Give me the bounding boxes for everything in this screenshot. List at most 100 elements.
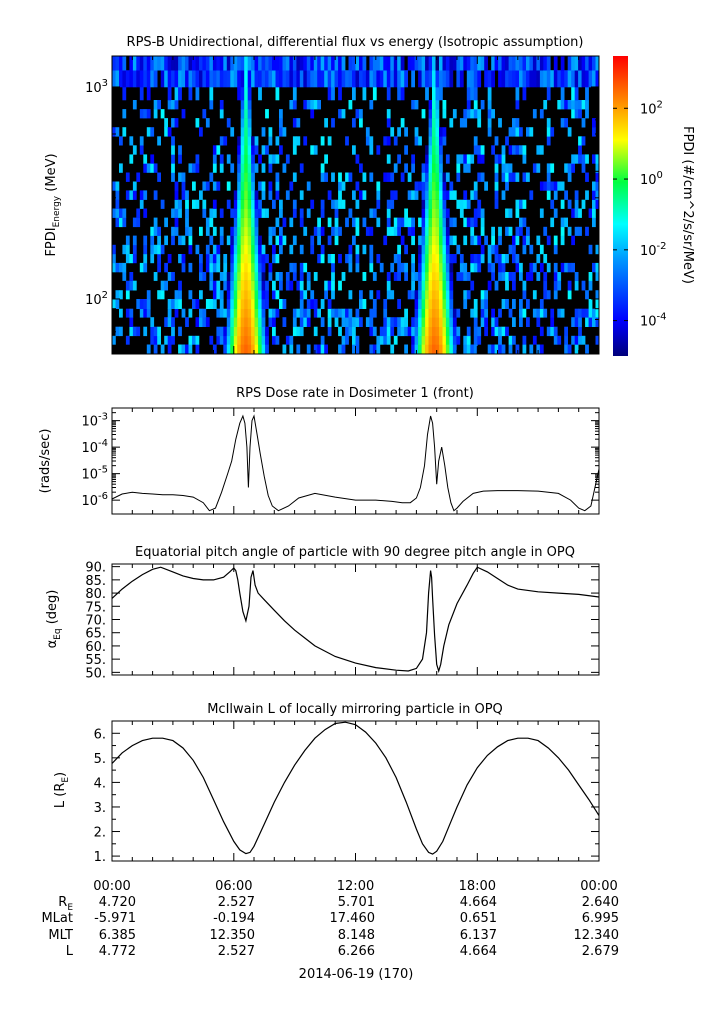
spectrogram-cell bbox=[407, 326, 412, 337]
ephemeris-value: 17.460 bbox=[330, 911, 376, 926]
spectrogram-cell bbox=[435, 118, 440, 128]
spectrogram-cell bbox=[268, 226, 273, 236]
spectrogram-cell bbox=[251, 254, 255, 264]
spectrogram-cell bbox=[470, 235, 475, 246]
spectrogram-cell bbox=[592, 127, 596, 137]
spectrogram-cell bbox=[414, 308, 419, 318]
spectrogram-cell bbox=[212, 199, 217, 209]
spectrogram-cell bbox=[449, 308, 454, 318]
spectrogram-cell bbox=[494, 163, 499, 173]
spectrogram-cell bbox=[379, 335, 384, 345]
mcilwain-l-title: McIlwain L of locally mirroring particle… bbox=[207, 702, 503, 717]
spectrogram-cell bbox=[435, 109, 440, 119]
spectrogram-cell bbox=[425, 56, 429, 71]
spectrogram-cell bbox=[310, 244, 315, 255]
ephemeris-value: 4.664 bbox=[460, 944, 497, 959]
spectrogram-cell bbox=[230, 280, 235, 291]
spectrogram-cell bbox=[150, 163, 155, 173]
spectrogram-cell bbox=[463, 109, 468, 119]
spectrogram-cell bbox=[247, 344, 252, 355]
spectrogram-cell bbox=[279, 118, 283, 128]
spectrogram-cell bbox=[289, 344, 294, 355]
spectrogram-cell bbox=[254, 308, 259, 318]
spectrogram-cell bbox=[327, 190, 332, 200]
spectrogram-cell bbox=[258, 199, 262, 209]
spectrogram-cell bbox=[581, 56, 586, 71]
spectrogram-cell bbox=[560, 118, 565, 128]
spectrogram-cell bbox=[470, 70, 475, 88]
ephemeris-values: 4.720 2.527 5.701 4.664 2.640-5.971 -0.194 17.… bbox=[94, 895, 619, 959]
spectrogram-cell bbox=[275, 154, 280, 164]
spectrogram-cell bbox=[480, 290, 485, 300]
spectrogram-cell bbox=[237, 317, 241, 327]
spectrogram-cell bbox=[119, 308, 123, 318]
spectrogram-cell bbox=[432, 199, 436, 209]
spectrogram-cell bbox=[505, 172, 509, 182]
spectrogram-cell bbox=[258, 244, 262, 255]
spectrogram-cell bbox=[400, 118, 405, 128]
spectrogram-cell bbox=[383, 317, 388, 327]
spectrogram-cell bbox=[588, 70, 593, 88]
spectrogram-cell bbox=[505, 136, 509, 146]
spectrogram-cell bbox=[411, 335, 415, 345]
spectrogram-cell bbox=[254, 199, 259, 209]
spectrogram-cell bbox=[320, 199, 325, 209]
spectrogram-cell bbox=[299, 70, 304, 88]
spectrogram-cell bbox=[199, 317, 203, 327]
spectrogram-cell bbox=[376, 217, 381, 228]
spectrogram-cell bbox=[512, 235, 516, 246]
spectrogram-cell bbox=[157, 254, 161, 264]
spectrogram-cell bbox=[473, 136, 478, 146]
spectrogram-cell bbox=[400, 87, 405, 101]
spectrogram-cell bbox=[421, 262, 426, 273]
spectrogram-cell bbox=[369, 308, 374, 318]
spectrogram-cell bbox=[261, 70, 266, 88]
spectrogram-cell bbox=[272, 326, 276, 337]
spectrogram-cell bbox=[539, 326, 544, 337]
spectrogram-cell bbox=[299, 56, 304, 71]
spectrogram-cell bbox=[397, 87, 401, 101]
spectrogram-cell bbox=[442, 299, 447, 309]
spectrogram-cell bbox=[418, 317, 422, 327]
spectrogram-cell bbox=[435, 70, 440, 88]
spectrogram-cell bbox=[369, 100, 374, 110]
spectrogram-cell bbox=[532, 56, 537, 71]
spectrogram-cell bbox=[421, 226, 426, 236]
spectrogram-cell bbox=[498, 308, 502, 318]
spectrogram-cell bbox=[119, 262, 123, 273]
spectrogram-cell bbox=[112, 262, 116, 273]
spectrogram-cell bbox=[320, 208, 325, 218]
spectrogram-cell bbox=[303, 290, 308, 300]
spectrogram-cell bbox=[432, 299, 436, 309]
spectrogram-cell bbox=[185, 344, 189, 355]
spectrogram-cell bbox=[376, 335, 381, 345]
spectrogram-cell bbox=[171, 335, 175, 345]
spectrogram-cell bbox=[512, 317, 516, 327]
spectrogram-cell bbox=[125, 308, 130, 318]
spectrogram-cell bbox=[411, 290, 415, 300]
spectrogram-cell bbox=[324, 280, 328, 291]
spectrogram-cell bbox=[247, 308, 252, 318]
spectrogram-cell bbox=[345, 254, 349, 264]
spectrogram-cell bbox=[498, 70, 502, 88]
spectrogram-cell bbox=[553, 181, 558, 191]
ephemeris-value: 4.664 bbox=[460, 895, 497, 910]
spectrogram-cell bbox=[157, 136, 161, 146]
spectrogram-cell bbox=[432, 100, 436, 110]
spectrogram-cell bbox=[251, 56, 255, 71]
spectrogram-cell bbox=[240, 100, 245, 110]
spectrogram-cell bbox=[331, 254, 335, 264]
spectrogram-cell bbox=[313, 56, 318, 71]
spectrogram-cell bbox=[585, 172, 589, 182]
spectrogram-cell bbox=[442, 199, 447, 209]
spectrogram-cell bbox=[240, 208, 245, 218]
spectrogram-cell bbox=[254, 326, 259, 337]
spectrogram-cell bbox=[296, 56, 301, 71]
spectrogram-cell bbox=[407, 190, 412, 200]
spectrogram-cell bbox=[258, 326, 262, 337]
spectrogram-cell bbox=[487, 127, 492, 137]
spectrogram-cell bbox=[553, 208, 558, 218]
spectrogram-cell bbox=[386, 335, 391, 345]
spectrogram-cell bbox=[543, 290, 548, 300]
spectrogram-cell bbox=[432, 136, 436, 146]
